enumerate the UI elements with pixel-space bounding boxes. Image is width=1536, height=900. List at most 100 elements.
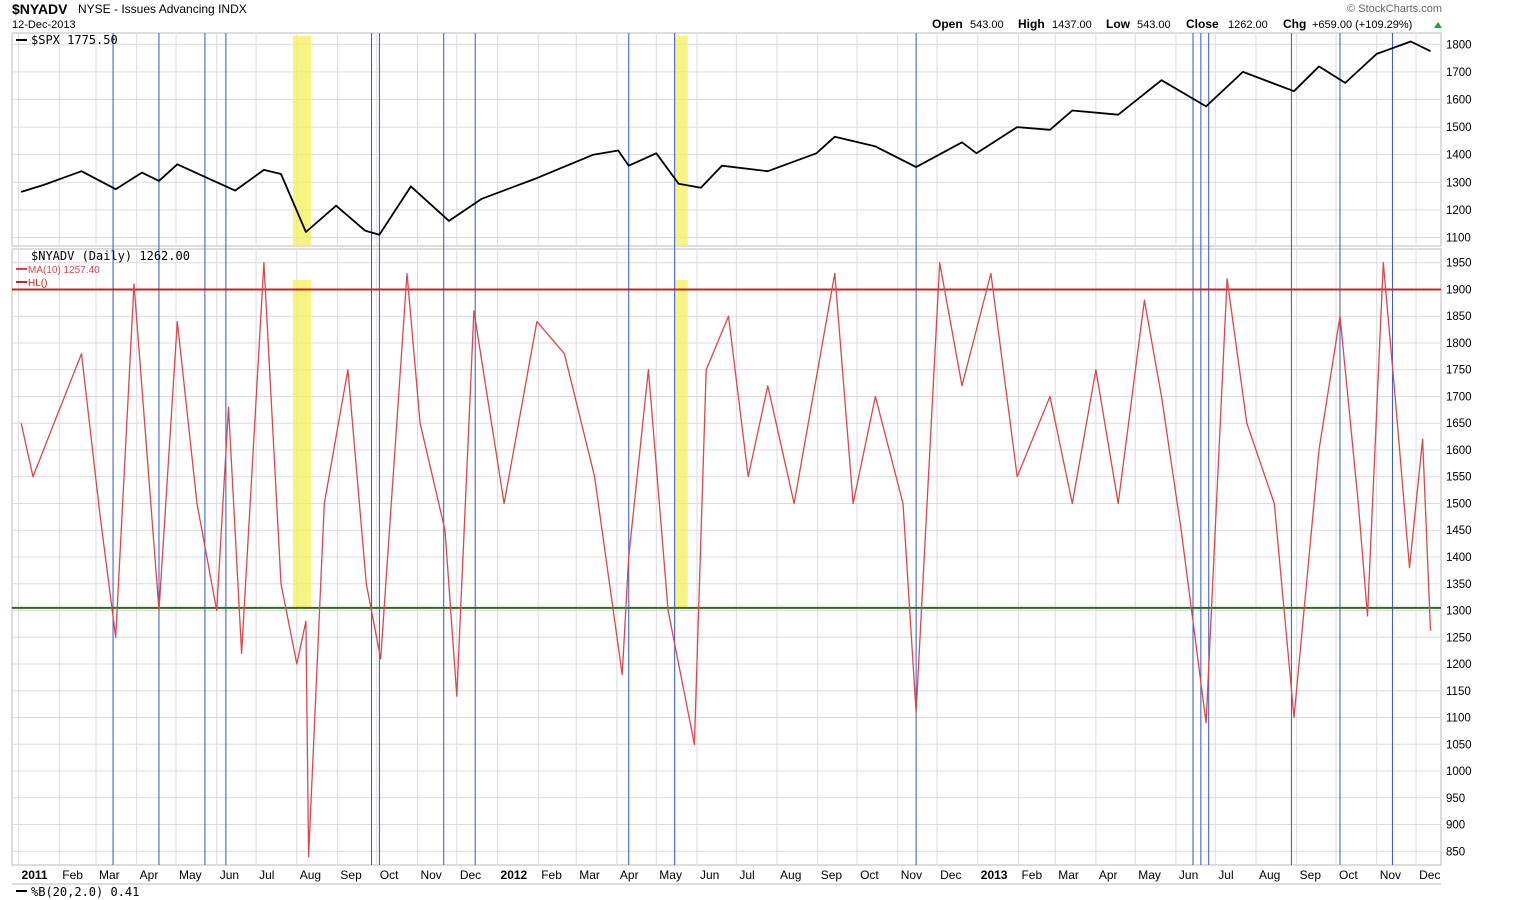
nyadv-y-tick-label: 1250 [1446, 632, 1472, 644]
nyadv-y-tick-label: 1550 [1446, 472, 1472, 484]
nyadv-y-tick-label: 1150 [1446, 686, 1471, 698]
highlight-band-lower [292, 280, 312, 608]
x-tick-label: Aug [300, 868, 321, 882]
spx-series-line [20, 40, 1431, 236]
threshold-layer [12, 288, 1441, 609]
x-tick-label: Aug [780, 868, 801, 882]
nyadv-y-tick-label: 1050 [1446, 739, 1472, 751]
nyadv-y-tick-label: 1700 [1446, 391, 1472, 403]
x-tick-label: Jul [739, 868, 754, 882]
series-layer [20, 40, 1432, 858]
x-tick-label: Mar [99, 868, 120, 882]
hl-legend-text: HL() [28, 278, 47, 289]
vertical-marker-layer [112, 33, 1393, 865]
nyadv-y-tick-label: 1300 [1446, 606, 1472, 618]
spx-y-tick-label: 1800 [1446, 39, 1472, 51]
spx-legend-text: $SPX 1775.50 [31, 33, 118, 47]
nyadv-y-tick-label: 850 [1446, 846, 1465, 858]
high-value: 1437.00 [1052, 19, 1092, 31]
nyadv-legend-text: $NYADV (Daily) 1262.00 [31, 249, 190, 263]
nyadv-y-tick-label: 1200 [1446, 659, 1472, 671]
highlight-layer [292, 36, 688, 608]
open-value: 543.00 [970, 19, 1004, 31]
x-tick-label: Sep [821, 868, 843, 882]
nyadv-y-tick-label: 1750 [1446, 365, 1472, 377]
spx-legend: $SPX 1775.50 [16, 33, 118, 47]
x-tick-label: Jun [700, 868, 719, 882]
x-tick-label: Dec [940, 868, 961, 882]
chg-label: Chg [1283, 17, 1306, 31]
nyadv-y-tick-label: 1950 [1446, 258, 1472, 270]
x-tick-label: May [1138, 868, 1161, 882]
x-tick-label: Jun [1179, 868, 1198, 882]
nyadv-y-tick-label: 1800 [1446, 338, 1472, 350]
grid-layer [12, 33, 1441, 865]
x-tick-label: Sep [1300, 868, 1322, 882]
symbol-description: NYSE - Issues Advancing INDX [78, 2, 247, 16]
open-label: Open [932, 17, 963, 31]
x-tick-label: Mar [1058, 868, 1079, 882]
nyadv-series-line [20, 262, 1432, 858]
spx-y-tick-label: 1200 [1446, 205, 1472, 217]
nyadv-y-tick-label: 1900 [1446, 284, 1472, 296]
spx-y-tick-label: 1600 [1446, 94, 1472, 106]
x-tick-label: Oct [1339, 868, 1358, 882]
spx-y-tick-label: 1500 [1446, 122, 1472, 134]
x-tick-label: Oct [380, 868, 399, 882]
x-tick-label: Nov [1380, 868, 1401, 882]
highlight-band-lower [674, 280, 688, 608]
x-tick-label: Sep [340, 868, 362, 882]
x-tick-label: Nov [420, 868, 441, 882]
x-tick-label: 2011 [22, 868, 48, 882]
low-label: Low [1106, 17, 1131, 31]
nyadv-y-tick-label: 950 [1446, 793, 1465, 805]
x-axis-layer: 2011 Feb Mar Apr May Jun Jul Aug Sep Oct Nov Dec 201… [22, 868, 1441, 882]
highlight-band-upper [674, 36, 688, 246]
bottom-panel-legend: %B(20,2.0) 0.41 [16, 885, 139, 899]
pctb-legend-text: %B(20,2.0) 0.41 [31, 885, 139, 899]
nyadv-y-tick-label: 1650 [1446, 418, 1472, 430]
up-arrow-icon [1434, 22, 1442, 28]
x-tick-label: Feb [62, 868, 83, 882]
chart-date: 12-Dec-2013 [12, 19, 76, 31]
brand-watermark: © StockCharts.com [1347, 3, 1442, 15]
x-tick-label: Feb [1021, 868, 1042, 882]
nyadv-legend: $NYADV (Daily) 1262.00 MA(10) 1257.40 HL… [16, 249, 190, 289]
x-tick-label: May [659, 868, 682, 882]
close-value: 1262.00 [1228, 19, 1268, 31]
symbol-title: $NYADV [12, 1, 68, 17]
close-label: Close [1186, 17, 1219, 31]
nyadv-y-tick-label: 1450 [1446, 525, 1472, 537]
chg-value: +659.00 (+109.29%) [1312, 19, 1412, 31]
nyadv-y-tick-label: 1350 [1446, 579, 1472, 591]
high-label: High [1018, 17, 1045, 31]
spx-y-tick-label: 1700 [1446, 67, 1472, 79]
x-tick-label: 2012 [501, 868, 528, 882]
nyadv-y-tick-label: 1400 [1446, 552, 1472, 564]
ohlc-summary: Open 543.00 High 1437.00 Low 543.00 Clos… [932, 17, 1442, 31]
nyadv-y-tick-label: 1850 [1446, 311, 1472, 323]
nyadv-y-tick-label: 1600 [1446, 445, 1472, 457]
spx-panel-frame [11, 32, 1442, 247]
x-tick-label: Apr [1099, 868, 1118, 882]
ma-legend-text: MA(10) 1257.40 [28, 265, 100, 276]
x-tick-label: Aug [1259, 868, 1280, 882]
highlight-band-upper [292, 36, 312, 246]
nyadv-y-tick-label: 1500 [1446, 498, 1472, 510]
spx-y-tick-label: 1300 [1446, 177, 1472, 189]
x-tick-label: Mar [579, 868, 600, 882]
nyadv-y-tick-label: 900 [1446, 820, 1465, 832]
x-tick-label: Jun [220, 868, 239, 882]
x-tick-label: Oct [860, 868, 879, 882]
low-value: 543.00 [1137, 19, 1171, 31]
nyadv-y-tick-label: 1000 [1446, 766, 1472, 778]
x-tick-label: 2013 [981, 868, 1008, 882]
x-tick-label: Jul [259, 868, 274, 882]
x-tick-label: Apr [140, 868, 159, 882]
x-tick-label: May [179, 868, 202, 882]
x-tick-label: Nov [901, 868, 922, 882]
nyadv-y-tick-label: 1100 [1446, 713, 1471, 725]
x-tick-label: Dec [1419, 868, 1440, 882]
x-tick-label: Dec [460, 868, 481, 882]
